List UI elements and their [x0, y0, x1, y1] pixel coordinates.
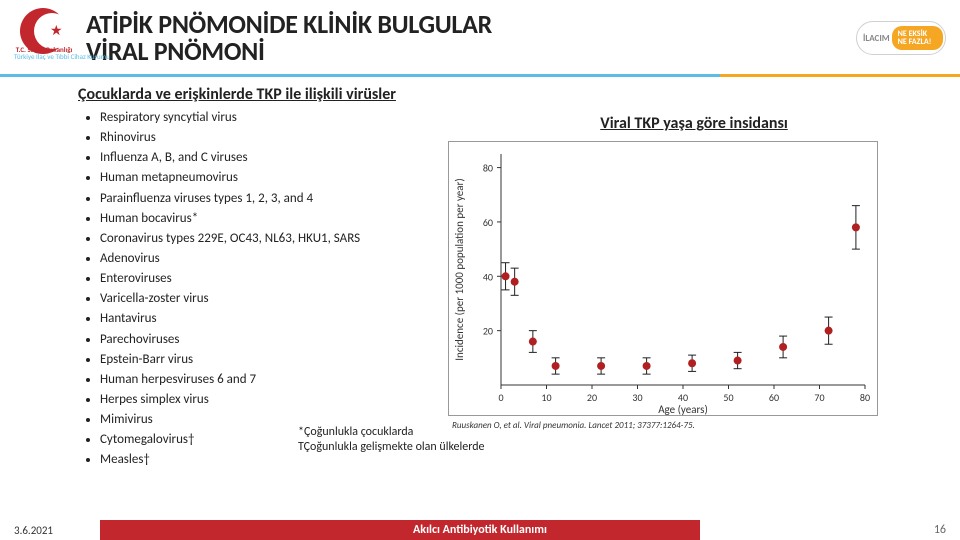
virus-list-item: Hantavirus: [100, 309, 418, 329]
campaign-logo: İLACIM NE EKSİK NE FAZLA!: [856, 21, 946, 55]
footnote-a: *Çoğunlukla çocuklarda: [298, 425, 418, 441]
footer-center: Akılcı Antibiyotik Kullanımı: [0, 523, 960, 537]
virus-list-item: Parainfluenza viruses types 1, 2, 3, and…: [100, 189, 418, 209]
chart-svg: 2040608001020304050607080Age (years)Inci…: [449, 142, 879, 417]
virus-list-item: Herpes simplex virus: [100, 390, 418, 410]
slide: ★ T.C. Sağlık Bakanlığı Türkiye İlaç ve …: [0, 0, 960, 540]
header: ★ T.C. Sağlık Bakanlığı Türkiye İlaç ve …: [0, 0, 960, 72]
footnotes: *Çoğunlukla çocuklarda TÇoğunlukla geliş…: [298, 425, 418, 456]
virus-list-item: Human metapneumovirus: [100, 168, 418, 188]
title-block: ATİPİK PNÖMONİDE KLİNİK BULGULAR VİRAL P…: [86, 11, 846, 66]
campaign-logo-big: İLACIM: [863, 33, 890, 44]
chart-title: Viral TKP yaşa göre insidansı: [448, 114, 940, 133]
campaign-logo-tag: NE EKSİK NE FAZLA!: [892, 26, 943, 50]
svg-text:0: 0: [498, 391, 503, 404]
slide-body: Respiratory syncytial virusRhinovirusInf…: [0, 108, 960, 456]
virus-list-item: Human bocavirus*: [100, 209, 418, 229]
chart-column: Viral TKP yaşa göre insidansı 20 40 60 80 0 1…: [418, 108, 940, 456]
footer: 3.6.2021 Akılcı Antibiyotik Kullanımı 16: [0, 520, 960, 540]
virus-list-item: Enteroviruses: [100, 269, 418, 289]
svg-text:40: 40: [483, 270, 493, 283]
footer-page: 16: [934, 523, 946, 537]
logo-text-2: Türkiye İlaç ve Tıbbi Cihaz Kurumu: [14, 53, 74, 60]
virus-list-item: Parechoviruses: [100, 330, 418, 350]
subheading: Çocuklarda ve erişkinlerde TKP ile ilişk…: [78, 85, 960, 104]
slide-title-line1: ATİPİK PNÖMONİDE KLİNİK BULGULAR: [86, 11, 846, 38]
virus-list-item: Varicella-zoster virus: [100, 289, 418, 309]
svg-text:30: 30: [632, 391, 642, 404]
svg-text:20: 20: [587, 391, 597, 404]
virus-list: Respiratory syncytial virusRhinovirusInf…: [78, 108, 418, 471]
citation: Ruuskanen O, et al. Viral pneumonia. Lan…: [452, 420, 940, 431]
svg-text:10: 10: [541, 391, 551, 404]
slide-title-line2: VİRAL PNÖMONİ: [86, 38, 846, 65]
svg-text:70: 70: [814, 391, 824, 404]
svg-text:60: 60: [483, 216, 493, 229]
footnote-b: TÇoğunlukla gelişmekte olan ülkelerde: [298, 440, 418, 456]
svg-text:80: 80: [860, 391, 870, 404]
virus-list-item: Influenza A, B, and C viruses: [100, 148, 418, 168]
header-rule: [0, 74, 960, 77]
svg-text:50: 50: [723, 391, 733, 404]
svg-text:80: 80: [483, 162, 493, 175]
svg-text:20: 20: [483, 325, 493, 338]
ministry-logo: ★ T.C. Sağlık Bakanlığı Türkiye İlaç ve …: [14, 8, 74, 68]
footer-date: 3.6.2021: [14, 524, 53, 537]
incidence-chart: 2040608001020304050607080Age (years)Inci…: [448, 141, 878, 416]
svg-text:60: 60: [769, 391, 779, 404]
svg-text:Incidence (per 1000 population: Incidence (per 1000 population per year): [453, 178, 466, 360]
virus-list-column: Respiratory syncytial virusRhinovirusInf…: [78, 108, 418, 456]
virus-list-item: Rhinovirus: [100, 128, 418, 148]
virus-list-item: Adenovirus: [100, 249, 418, 269]
virus-list-item: Respiratory syncytial virus: [100, 108, 418, 128]
virus-list-item: Epstein-Barr virus: [100, 350, 418, 370]
virus-list-item: Human herpesviruses 6 and 7: [100, 370, 418, 390]
svg-text:Age (years): Age (years): [658, 403, 708, 416]
virus-list-item: Coronavirus types 229E, OC43, NL63, HKU1…: [100, 229, 418, 249]
